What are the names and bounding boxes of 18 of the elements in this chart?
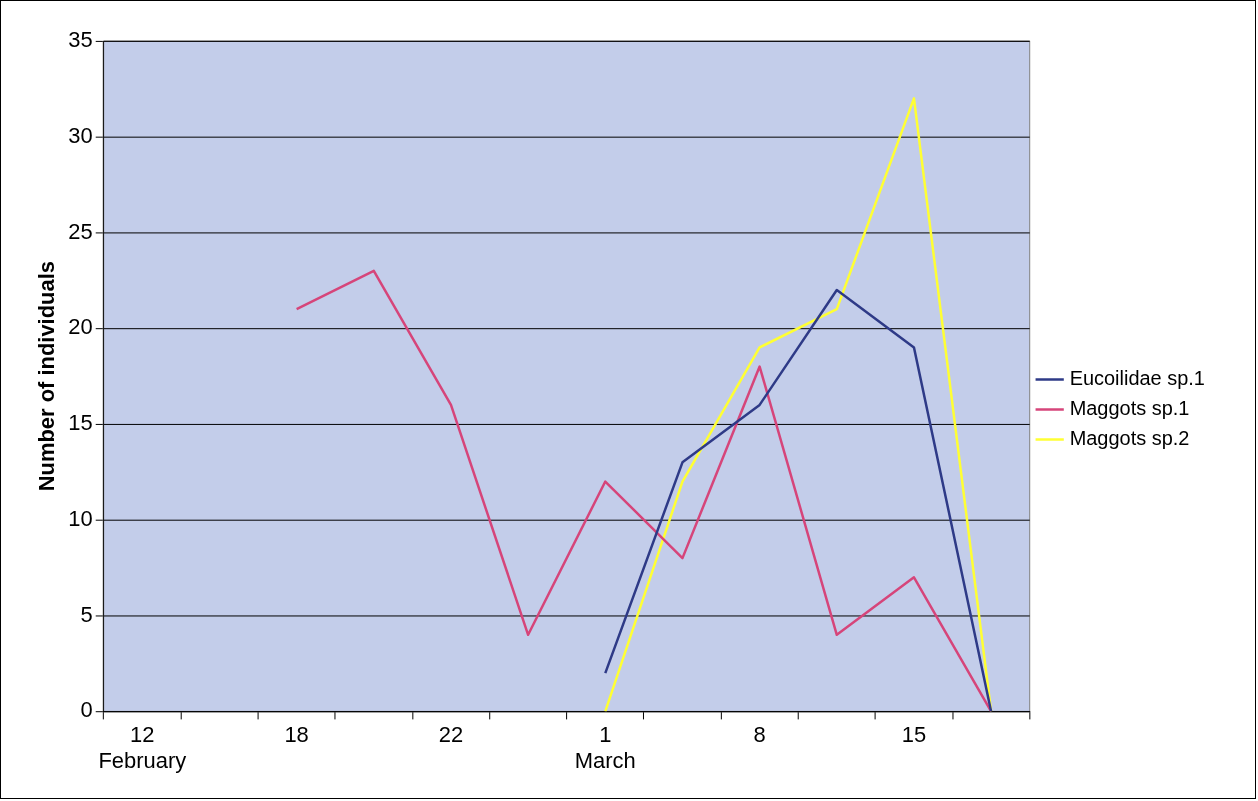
x-tick-label: 15 xyxy=(901,721,927,747)
legend-label: Eucoilidae sp.1 xyxy=(1069,367,1205,390)
legend-label: Maggots sp.1 xyxy=(1069,396,1190,419)
y-tick-label: 30 xyxy=(68,122,93,148)
y-tick-label: 5 xyxy=(80,601,93,627)
y-tick-label: 0 xyxy=(80,697,93,723)
y-tick-label: 15 xyxy=(68,410,93,436)
y-axis-title: Number of individuals xyxy=(34,261,60,492)
x-tick-label: 12 February xyxy=(98,721,187,773)
x-tick-label: 18 xyxy=(284,721,309,747)
y-tick-label: 25 xyxy=(68,218,93,244)
y-tick-label: 10 xyxy=(68,505,93,531)
x-tick-label: 8 xyxy=(753,721,766,747)
x-tick-label: 22 xyxy=(438,721,464,747)
x-tick-label: 1 March xyxy=(574,721,636,773)
y-tick-label: 35 xyxy=(68,26,93,52)
legend-label: Maggots sp.2 xyxy=(1069,426,1190,449)
y-tick-label: 20 xyxy=(68,314,93,340)
